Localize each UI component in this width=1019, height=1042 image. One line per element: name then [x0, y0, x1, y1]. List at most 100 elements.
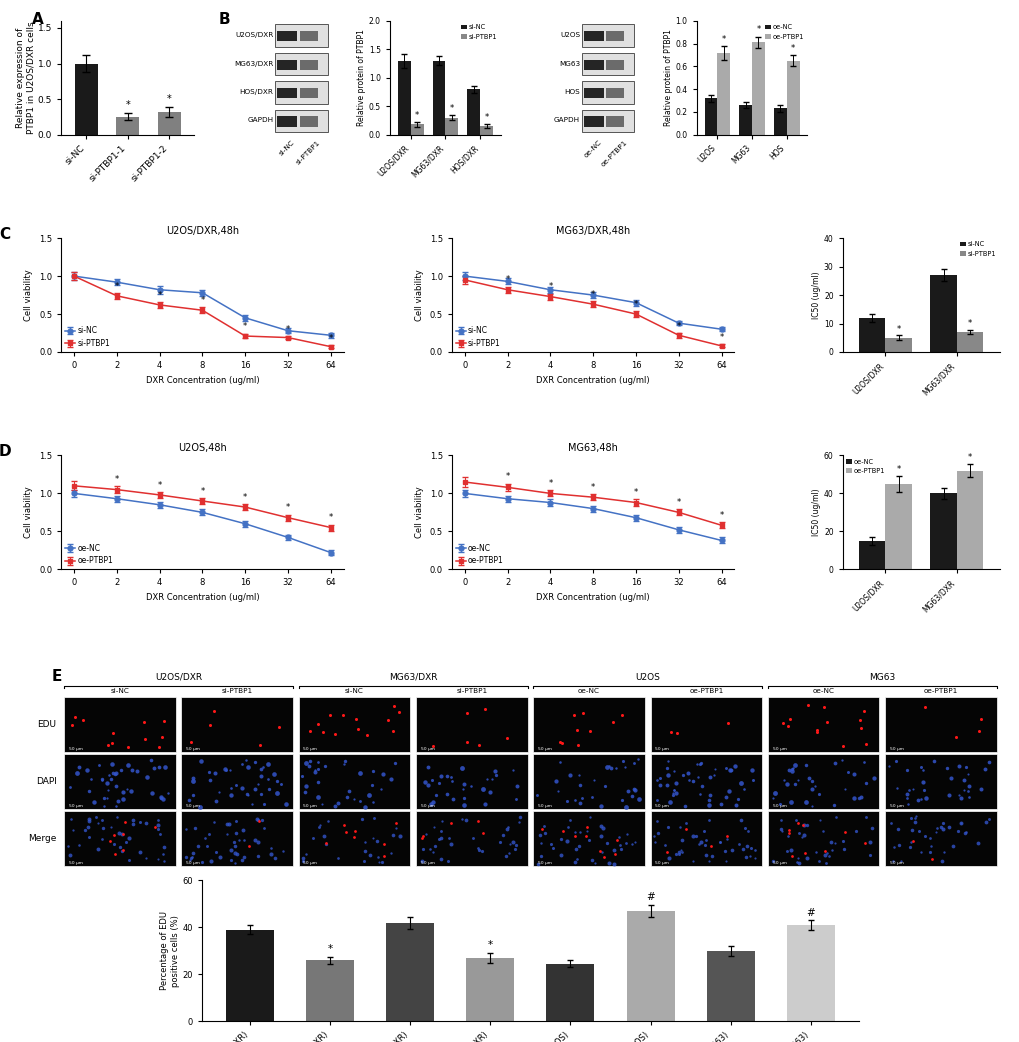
Text: 50 μm: 50 μm [654, 804, 668, 808]
Text: *: * [327, 944, 332, 953]
Text: GAPDH: GAPDH [248, 118, 273, 123]
Bar [650, 697, 761, 752]
Text: Merge: Merge [29, 834, 56, 843]
Text: #: # [806, 908, 814, 918]
Bar [584, 31, 603, 42]
Legend: si-NC, si-PTBP1: si-NC, si-PTBP1 [65, 326, 110, 348]
Bar [306, 960, 354, 1021]
Bar [584, 88, 603, 98]
Text: A: A [32, 11, 44, 27]
Bar [767, 753, 878, 810]
Text: 50 μm: 50 μm [889, 861, 903, 865]
Bar [584, 59, 603, 70]
Bar [277, 88, 298, 98]
Bar [467, 90, 480, 134]
Text: 50 μm: 50 μm [420, 861, 434, 865]
Text: DAPI: DAPI [36, 777, 56, 786]
Bar [533, 697, 644, 752]
Text: si-NC: si-NC [277, 140, 296, 156]
Text: *: * [200, 487, 205, 496]
Bar [416, 697, 527, 752]
Bar [650, 811, 761, 867]
Bar [581, 81, 634, 104]
Bar [432, 60, 445, 134]
Text: si-PTBP1: si-PTBP1 [221, 688, 253, 694]
Bar [416, 811, 527, 867]
Text: MG63/DXR: MG63/DXR [234, 60, 273, 67]
Text: U2OS/DXR: U2OS/DXR [155, 672, 202, 681]
Text: B: B [218, 11, 229, 27]
Text: *: * [328, 514, 332, 522]
Text: *: * [484, 114, 488, 122]
Text: *: * [415, 110, 419, 120]
Bar [767, 811, 878, 867]
Text: 50 μm: 50 μm [303, 747, 317, 751]
Text: 50 μm: 50 μm [771, 861, 786, 865]
Title: MG63/DXR,48h: MG63/DXR,48h [555, 226, 630, 235]
Text: 50 μm: 50 μm [303, 861, 317, 865]
Text: *: * [547, 479, 552, 488]
Text: 50 μm: 50 μm [185, 861, 200, 865]
Bar [300, 117, 317, 127]
Bar [181, 697, 292, 752]
Text: si-PTBP1: si-PTBP1 [294, 140, 321, 166]
Legend: si-NC, si-PTBP1: si-NC, si-PTBP1 [959, 242, 996, 256]
Text: *: * [125, 100, 130, 110]
Text: 50 μm: 50 μm [654, 861, 668, 865]
Text: *: * [790, 44, 795, 53]
Y-axis label: IC50 (ug/ml): IC50 (ug/ml) [811, 271, 820, 319]
Y-axis label: Cell viability: Cell viability [415, 487, 424, 539]
Text: HOS: HOS [564, 89, 580, 95]
Text: oe-NC: oe-NC [578, 688, 599, 694]
Legend: oe-NC, oe-PTBP1: oe-NC, oe-PTBP1 [845, 458, 884, 474]
Y-axis label: Relative protein of PTBP1: Relative protein of PTBP1 [357, 29, 366, 126]
Legend: oe-NC, oe-PTBP1: oe-NC, oe-PTBP1 [455, 544, 503, 566]
Bar [300, 31, 317, 42]
Text: oe-PTBP1: oe-PTBP1 [599, 140, 628, 168]
Bar [605, 59, 624, 70]
Text: *: * [718, 333, 722, 342]
Bar [739, 105, 751, 134]
Text: EDU: EDU [38, 720, 56, 729]
Text: 50 μm: 50 μm [185, 747, 200, 751]
X-axis label: DXR Concentration (ug/ml): DXR Concentration (ug/ml) [536, 593, 649, 602]
X-axis label: DXR Concentration (ug/ml): DXR Concentration (ug/ml) [146, 375, 259, 384]
Text: C: C [0, 227, 10, 242]
Text: 50 μm: 50 μm [771, 747, 786, 751]
Bar [767, 697, 878, 752]
Bar [584, 117, 603, 127]
Text: *: * [505, 275, 510, 284]
Bar [605, 31, 624, 42]
Text: 50 μm: 50 μm [537, 861, 551, 865]
Text: *: * [243, 322, 248, 331]
Bar [275, 81, 327, 104]
Bar [704, 98, 716, 134]
Text: si-NC: si-NC [344, 688, 364, 694]
Bar [277, 59, 298, 70]
Text: 50 μm: 50 μm [68, 747, 83, 751]
Bar [397, 60, 411, 134]
Bar [275, 24, 327, 47]
Text: si-NC: si-NC [110, 688, 129, 694]
Text: *: * [590, 482, 595, 492]
Text: *: * [114, 474, 119, 483]
Bar [650, 753, 761, 810]
Bar [716, 53, 730, 134]
Y-axis label: Cell viability: Cell viability [24, 269, 34, 321]
Text: 50 μm: 50 μm [889, 747, 903, 751]
Bar [884, 483, 911, 569]
Legend: oe-NC, oe-PTBP1: oe-NC, oe-PTBP1 [65, 544, 113, 566]
Bar [64, 697, 175, 752]
Bar [858, 318, 884, 352]
Bar [74, 64, 98, 134]
Bar [956, 471, 982, 569]
Text: *: * [449, 104, 453, 113]
Y-axis label: Relative expression of
PTBP1 in U2OS/DXR cells: Relative expression of PTBP1 in U2OS/DXR… [15, 22, 35, 134]
Text: *: * [487, 940, 492, 950]
Bar [466, 958, 514, 1021]
Bar [275, 53, 327, 75]
Text: *: * [896, 325, 900, 334]
Text: oe-NC: oe-NC [812, 688, 834, 694]
Bar [300, 59, 317, 70]
Text: 50 μm: 50 μm [420, 747, 434, 751]
